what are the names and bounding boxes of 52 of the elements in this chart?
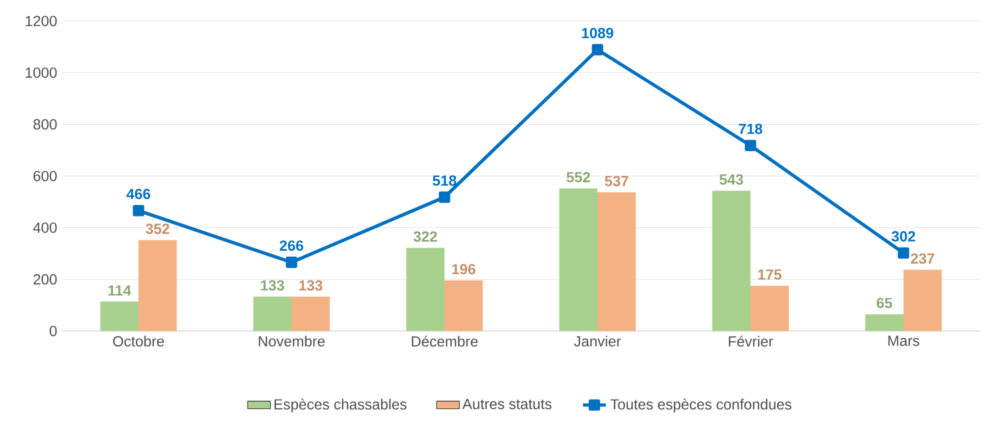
bar [598,192,636,331]
legend-label: Autres statuts [462,398,552,410]
y-tick-label: 800 [33,119,57,130]
data-label: 302 [892,231,916,242]
data-label: 552 [566,172,590,182]
bar [406,248,445,331]
point [438,192,450,203]
data-label: 266 [280,240,304,251]
bar [904,270,942,331]
data-label: 543 [720,174,744,185]
bar [138,240,177,331]
data-label: 718 [738,124,762,134]
legend-label: Toutes espèces confondues [610,398,792,412]
bar [444,280,483,331]
x-tick-label: Octobre [113,336,164,346]
data-label: 466 [126,188,150,200]
x-tick-label: Mars [888,336,920,346]
point [286,256,298,268]
bar [865,314,904,331]
legend-label: Espèces chassables [274,398,406,412]
y-tick-label: 600 [34,170,57,182]
data-label: 537 [604,176,628,186]
y-tick-label: 0 [50,326,57,336]
data-label: 133 [261,280,284,291]
data-label: 518 [432,175,456,186]
x-tick-label: Février [728,336,774,347]
data-label: 352 [146,224,170,234]
point [592,44,604,56]
point [744,140,756,152]
bar [292,296,330,331]
data-label: 133 [299,280,322,291]
data-label: 175 [758,270,782,280]
y-tick-label: 200 [34,274,57,285]
bar [559,188,598,331]
x-tick-label: Décembre [412,336,478,347]
data-label: 114 [108,285,132,296]
data-label: 196 [452,264,476,274]
x-tick-label: Janvier [574,336,621,346]
point [132,204,144,216]
bar [712,190,751,331]
point [898,247,910,259]
bar [253,296,292,331]
bar [100,302,139,331]
data-label: 65 [876,298,892,308]
y-tick-label: 1200 [26,16,57,26]
data-label: 1089 [582,28,614,38]
bar [750,286,789,331]
y-tick-label: 1000 [26,67,57,78]
y-tick-label: 400 [33,222,57,233]
data-label: 322 [413,231,438,242]
x-tick-label: Novembre [258,336,325,346]
data-label: 237 [910,253,934,264]
